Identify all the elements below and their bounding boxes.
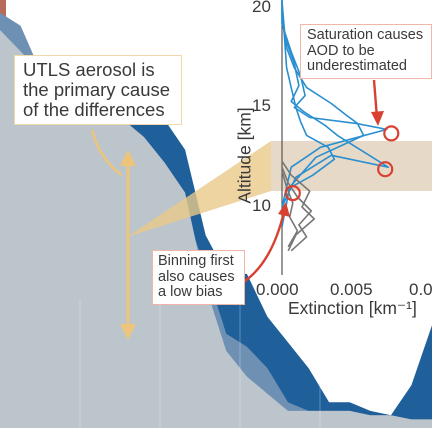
- highlight-marker-2: [284, 185, 301, 202]
- y-axis-label: Altitude [km]: [234, 107, 255, 204]
- x-tick-label: 0.0: [409, 280, 432, 299]
- annotation-line: UTLS aerosol is: [23, 59, 155, 80]
- profile-markers: [284, 125, 400, 202]
- y-tick-label: 20: [252, 0, 271, 16]
- profile-series-1: [281, 0, 388, 208]
- double-arrow: [120, 150, 136, 340]
- highlight-marker-0: [383, 125, 400, 142]
- profile-series-6: [281, 170, 299, 248]
- area-chart: [0, 12, 432, 428]
- annotation-line: the primary cause: [23, 78, 171, 100]
- annotation-line: AOD to be: [307, 42, 375, 59]
- profile-series-2: [281, 1, 390, 208]
- y-tick-label: 15: [252, 96, 271, 115]
- annotation-line: Saturation causes: [307, 27, 424, 43]
- saturation-annotation: Saturation causes AOD to be underestimat…: [300, 24, 432, 79]
- profile-lines: [281, 0, 390, 252]
- annotation-line: underestimated: [307, 58, 407, 75]
- saturation-callout-arrow: [371, 79, 384, 126]
- utls-annotation: UTLS aerosol is the primary cause of the…: [14, 55, 182, 125]
- annotation-line: a low bias: [158, 284, 223, 301]
- x-tick-label: 0.000: [256, 280, 299, 299]
- x-tick-label: 0.005: [330, 280, 373, 299]
- y-tick-label: 10: [252, 196, 271, 215]
- area-gridlines: [79, 300, 321, 428]
- x-axis-label: Extinction [km⁻¹]: [288, 298, 417, 318]
- profile-series-3: [281, 1, 336, 208]
- binning-annotation: Binning first also causes a low bias: [152, 250, 245, 305]
- profile-series-0: [281, 0, 365, 228]
- annotation-line: Binning first: [158, 253, 234, 269]
- highlight-wedge: [127, 141, 271, 237]
- annotation-line: also causes: [158, 268, 235, 285]
- utls-leader: [90, 129, 123, 177]
- highlight-marker-1: [377, 161, 394, 178]
- profile-series-5: [281, 166, 313, 252]
- annotation-line: of the differences: [23, 98, 165, 120]
- area-series-2: [0, 30, 432, 428]
